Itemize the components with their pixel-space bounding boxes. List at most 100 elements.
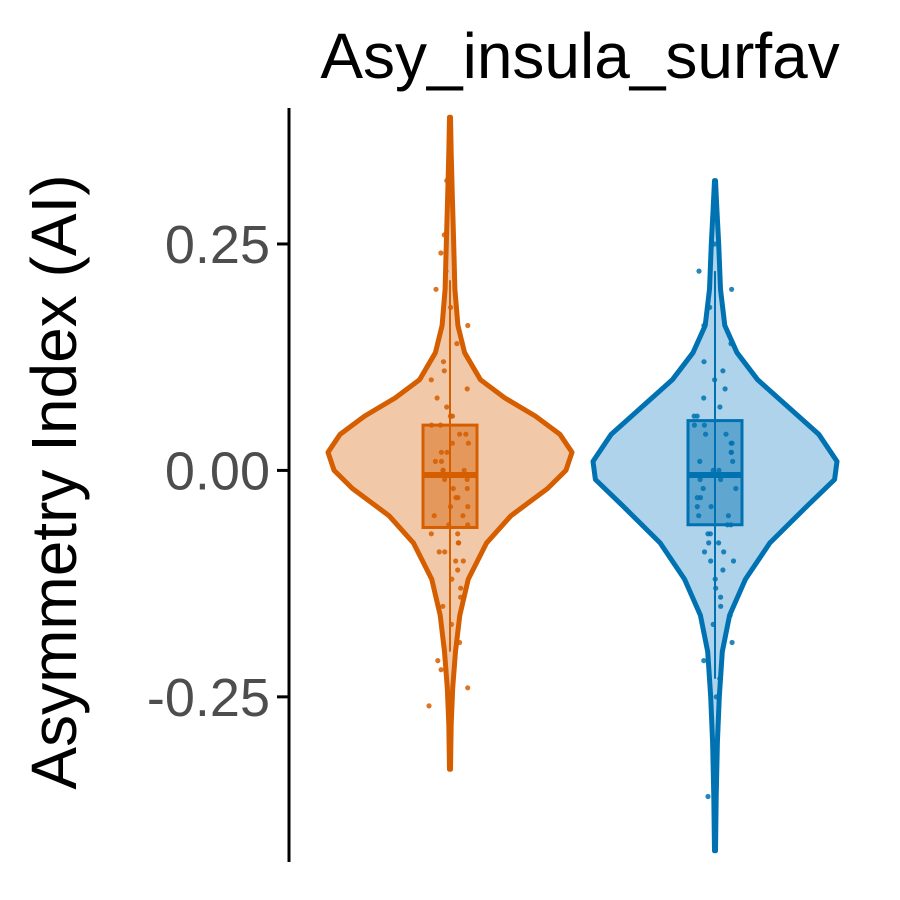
data-point (697, 458, 703, 464)
data-point (442, 549, 448, 555)
data-point (705, 793, 711, 800)
data-point (730, 558, 737, 564)
data-point (730, 458, 736, 464)
data-point (701, 549, 708, 555)
data-point (435, 658, 441, 664)
data-point (455, 531, 461, 537)
data-point (728, 449, 735, 455)
data-point (717, 404, 723, 410)
data-point (426, 703, 432, 709)
data-point (733, 485, 739, 492)
data-point (706, 540, 712, 546)
data-point (729, 639, 735, 646)
violin-group (325, 114, 575, 772)
data-point (722, 386, 728, 392)
data-point (703, 431, 709, 437)
data-point (713, 585, 719, 591)
data-point (453, 495, 459, 501)
data-point (458, 594, 464, 600)
data-point (431, 513, 437, 519)
data-point (437, 422, 444, 428)
data-point (443, 268, 449, 274)
data-point (448, 304, 454, 310)
data-point (438, 250, 444, 256)
data-point (450, 485, 456, 492)
data-point (465, 685, 471, 691)
data-point (697, 476, 703, 483)
data-point (718, 594, 724, 600)
data-point (694, 504, 700, 510)
data-point (438, 449, 444, 455)
data-point (725, 513, 732, 519)
data-point (712, 576, 718, 582)
data-point (465, 504, 471, 510)
y-tick-label: -0.25 (147, 668, 270, 728)
data-point (428, 531, 434, 537)
data-point (455, 540, 461, 546)
data-point (728, 341, 734, 347)
data-point (729, 286, 735, 292)
data-point (716, 540, 722, 546)
data-point (465, 440, 471, 446)
violin-groups (325, 114, 840, 854)
data-point (444, 178, 450, 184)
data-point (434, 395, 440, 401)
data-point (455, 567, 461, 573)
data-point (460, 558, 466, 564)
data-point (433, 286, 439, 292)
data-point (449, 576, 455, 582)
data-point (465, 522, 471, 528)
data-point (729, 440, 735, 446)
data-point (710, 621, 716, 628)
data-point (696, 513, 702, 519)
data-point (711, 241, 718, 247)
data-point (701, 395, 707, 401)
data-point (710, 467, 716, 473)
data-point (449, 440, 455, 446)
data-point (442, 476, 448, 483)
data-point (701, 322, 707, 329)
data-point (444, 404, 450, 410)
data-point (708, 558, 714, 564)
data-point (438, 458, 445, 464)
data-point (428, 377, 434, 383)
data-point (457, 431, 463, 437)
data-point (440, 603, 446, 609)
data-point (457, 639, 463, 646)
data-point (720, 368, 726, 374)
data-point (727, 612, 733, 618)
data-point (463, 431, 469, 437)
data-point (432, 458, 438, 464)
data-point (461, 467, 467, 473)
data-point (464, 476, 470, 483)
data-point (447, 504, 454, 510)
data-point (458, 585, 464, 591)
data-point (460, 513, 466, 519)
data-point (453, 558, 459, 564)
y-axis-ticks: 0.25 0.00 -0.25 (147, 215, 289, 728)
data-point (428, 422, 435, 428)
data-point (454, 341, 460, 347)
data-point (701, 422, 708, 428)
data-point (716, 467, 722, 473)
violin-group (590, 178, 840, 854)
y-axis-label: Asymmetry Index (AI) (18, 174, 90, 789)
data-point (720, 567, 726, 573)
data-point (444, 449, 450, 455)
data-point (441, 368, 447, 374)
data-point (446, 522, 452, 528)
data-point (701, 359, 707, 365)
data-point (440, 467, 446, 473)
data-point (438, 667, 444, 673)
data-point (721, 549, 727, 555)
data-point (694, 495, 700, 501)
data-point (713, 694, 719, 700)
data-point (718, 476, 724, 483)
data-point (691, 413, 697, 419)
data-point (464, 386, 470, 392)
data-point (440, 359, 447, 365)
data-point (712, 377, 718, 383)
y-tick-label: 0.25 (165, 215, 270, 275)
data-point (708, 504, 714, 510)
